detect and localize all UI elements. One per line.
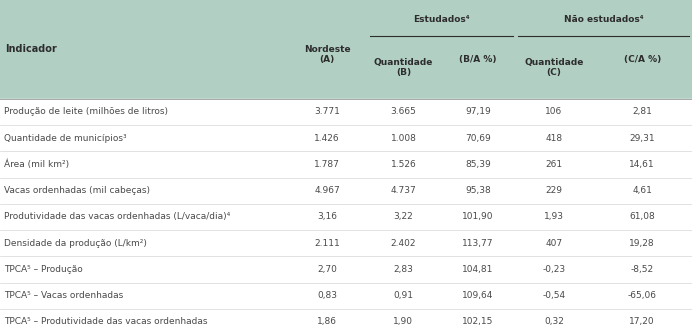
Text: 3.665: 3.665 <box>390 108 417 117</box>
Text: 3,22: 3,22 <box>394 212 413 221</box>
Text: Área (mil km²): Área (mil km²) <box>4 160 69 169</box>
Text: 2,83: 2,83 <box>394 265 413 274</box>
Text: TPCA⁵ – Produção: TPCA⁵ – Produção <box>4 265 83 274</box>
Text: 14,61: 14,61 <box>629 160 655 169</box>
Text: TPCA⁵ – Produtividade das vacas ordenhadas: TPCA⁵ – Produtividade das vacas ordenhad… <box>4 317 208 326</box>
Text: 95,38: 95,38 <box>465 186 491 195</box>
Text: 70,69: 70,69 <box>465 134 491 143</box>
Text: 1.008: 1.008 <box>390 134 417 143</box>
Text: 0,83: 0,83 <box>317 291 337 300</box>
Bar <box>0 125 692 151</box>
Bar <box>0 256 692 282</box>
Text: 3.771: 3.771 <box>314 108 340 117</box>
Text: 61,08: 61,08 <box>629 212 655 221</box>
Bar <box>0 204 692 230</box>
Text: 104,81: 104,81 <box>462 265 493 274</box>
Bar <box>0 178 692 204</box>
Text: Estudados⁴: Estudados⁴ <box>413 15 469 24</box>
Text: 97,19: 97,19 <box>465 108 491 117</box>
Text: -0,54: -0,54 <box>543 291 565 300</box>
Text: -65,06: -65,06 <box>628 291 657 300</box>
Text: (C/A %): (C/A %) <box>623 55 661 64</box>
Bar <box>0 282 692 309</box>
Text: 4,61: 4,61 <box>632 186 652 195</box>
Text: Quantidade de municípios³: Quantidade de municípios³ <box>4 134 127 143</box>
Text: 1.426: 1.426 <box>314 134 340 143</box>
Text: 85,39: 85,39 <box>465 160 491 169</box>
Text: 0,91: 0,91 <box>394 291 413 300</box>
Text: Indicador: Indicador <box>6 45 57 54</box>
Text: 3,16: 3,16 <box>317 212 337 221</box>
Text: -0,23: -0,23 <box>543 265 565 274</box>
Text: 229: 229 <box>545 186 563 195</box>
Text: TPCA⁵ – Vacas ordenhadas: TPCA⁵ – Vacas ordenhadas <box>4 291 123 300</box>
Text: Nordeste
(A): Nordeste (A) <box>304 45 350 64</box>
Text: 1.526: 1.526 <box>390 160 417 169</box>
Text: Densidade da produção (L/km²): Densidade da produção (L/km²) <box>4 239 147 248</box>
Text: 261: 261 <box>545 160 563 169</box>
Text: Vacas ordenhadas (mil cabeças): Vacas ordenhadas (mil cabeças) <box>4 186 150 195</box>
Text: 418: 418 <box>545 134 563 143</box>
Text: 102,15: 102,15 <box>462 317 493 326</box>
Text: 1.787: 1.787 <box>314 160 340 169</box>
Bar <box>0 230 692 256</box>
Text: 2,70: 2,70 <box>317 265 337 274</box>
Text: 1,90: 1,90 <box>394 317 413 326</box>
Text: Quantidade
(C): Quantidade (C) <box>525 58 583 77</box>
Text: 2,81: 2,81 <box>632 108 652 117</box>
Bar <box>0 309 692 335</box>
Text: 0,32: 0,32 <box>544 317 564 326</box>
Text: 1,86: 1,86 <box>317 317 337 326</box>
Text: 106: 106 <box>545 108 563 117</box>
Text: 29,31: 29,31 <box>629 134 655 143</box>
Bar <box>0 99 692 125</box>
Text: 101,90: 101,90 <box>462 212 493 221</box>
Text: 2.111: 2.111 <box>314 239 340 248</box>
Bar <box>0 0 692 99</box>
Text: -8,52: -8,52 <box>630 265 654 274</box>
Text: 1,93: 1,93 <box>544 212 564 221</box>
Bar <box>0 151 692 178</box>
Text: Quantidade
(B): Quantidade (B) <box>374 58 433 77</box>
Text: (B/A %): (B/A %) <box>459 55 497 64</box>
Text: 4.737: 4.737 <box>390 186 417 195</box>
Text: 17,20: 17,20 <box>629 317 655 326</box>
Text: 109,64: 109,64 <box>462 291 493 300</box>
Text: 2.402: 2.402 <box>391 239 416 248</box>
Text: Produtividade das vacas ordenhadas (L/vaca/dia)⁴: Produtividade das vacas ordenhadas (L/va… <box>4 212 230 221</box>
Text: 19,28: 19,28 <box>629 239 655 248</box>
Text: 113,77: 113,77 <box>462 239 493 248</box>
Text: Não estudados⁴: Não estudados⁴ <box>564 15 644 24</box>
Text: 407: 407 <box>545 239 563 248</box>
Text: Produção de leite (milhões de litros): Produção de leite (milhões de litros) <box>4 108 168 117</box>
Text: 4.967: 4.967 <box>314 186 340 195</box>
